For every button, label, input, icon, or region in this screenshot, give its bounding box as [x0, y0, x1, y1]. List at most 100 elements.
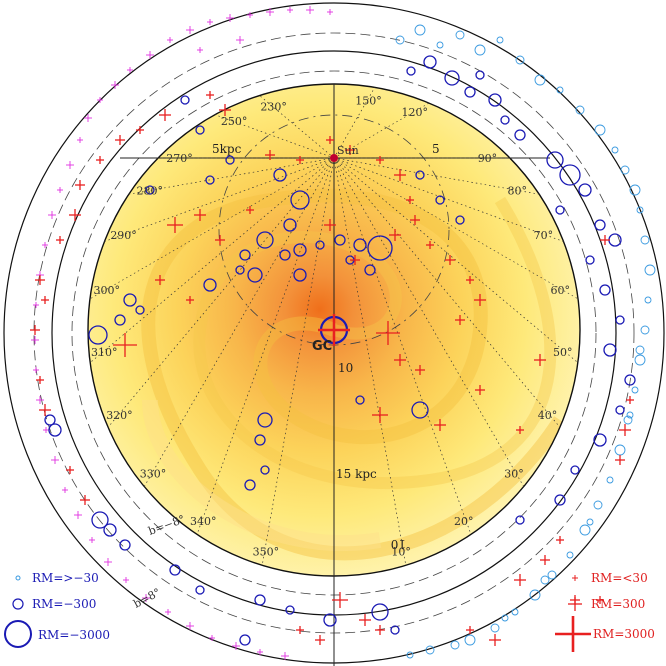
positive-rm-marker — [376, 321, 400, 345]
positive-rm-marker — [246, 206, 254, 214]
negative-rm-marker — [355, 395, 365, 405]
longitude-spoke — [261, 157, 335, 566]
positive-rm-marker — [186, 622, 194, 630]
positive-rm-marker — [89, 537, 95, 543]
positive-rm-marker — [113, 333, 137, 357]
negative-rm-marker — [256, 231, 274, 249]
negative-rm-marker — [615, 315, 625, 325]
positive-rm-marker — [350, 255, 360, 265]
positive-rm-marker — [136, 126, 144, 134]
spiral-arm — [142, 399, 382, 552]
positive-rm-marker — [265, 150, 275, 160]
positive-rm-marker — [406, 196, 414, 204]
negative-rm-marker — [475, 70, 485, 80]
negative-rm-marker — [257, 412, 273, 428]
positive-rm-marker — [475, 385, 485, 395]
longitude-label: 50° — [553, 346, 573, 359]
negative-rm-marker — [594, 219, 606, 231]
positive-rm-marker — [62, 487, 68, 493]
negative-rm-marker — [406, 66, 416, 76]
negative-rm-marker — [254, 594, 266, 606]
negative-rm-marker — [414, 24, 426, 36]
negative-rm-marker — [195, 585, 205, 595]
negative-rm-marker — [515, 55, 525, 65]
longitude-label: 150° — [355, 94, 382, 107]
positive-rm-marker — [324, 219, 336, 231]
positive-rm-marker — [66, 466, 74, 474]
negative-rm-marker — [239, 249, 251, 261]
negative-rm-marker — [511, 608, 519, 616]
positive-rm-marker — [57, 187, 63, 193]
negative-rm-marker — [91, 511, 109, 529]
negative-rm-marker — [371, 603, 389, 621]
positive-rm-marker — [455, 315, 465, 325]
negative-rm-marker — [169, 564, 181, 576]
positive-rm-marker — [287, 7, 293, 13]
longitude-spoke — [214, 114, 335, 159]
negative-rm-marker — [353, 238, 367, 252]
positive-rm-marker — [155, 275, 165, 285]
negative-rm-marker — [254, 434, 266, 446]
longitude-label: 230° — [260, 100, 287, 113]
negative-rm-marker — [585, 255, 595, 265]
negative-rm-marker — [500, 115, 510, 125]
positive-rm-marker — [296, 156, 304, 164]
positive-rm-marker — [31, 336, 39, 344]
negative-rm-marker — [293, 243, 307, 257]
positive-rm-marker — [376, 156, 384, 164]
positive-rm-marker — [42, 242, 48, 248]
legend-neg-small-symbol — [15, 575, 21, 581]
positive-rm-marker — [111, 81, 119, 89]
longitude-label: 320° — [106, 409, 133, 422]
negative-rm-marker — [488, 93, 502, 107]
longitude-spoke — [333, 157, 472, 535]
negative-rm-marker — [455, 215, 465, 225]
positive-rm-marker — [415, 365, 425, 375]
negative-rm-marker — [559, 164, 581, 186]
negative-rm-marker — [474, 44, 486, 56]
longitude-label: 90° — [478, 152, 498, 165]
negative-rm-marker — [315, 240, 325, 250]
negative-rm-marker — [540, 575, 550, 585]
positive-rm-marker — [394, 354, 406, 366]
positive-rm-marker — [426, 241, 434, 249]
legend-neg-big-symbol — [4, 620, 32, 648]
negative-rm-marker — [579, 524, 591, 536]
negative-rm-marker — [593, 500, 603, 510]
positive-rm-marker — [48, 211, 56, 219]
longitude-label: 80° — [508, 185, 528, 198]
negative-rm-marker — [283, 218, 297, 232]
positive-rm-marker — [596, 596, 604, 604]
longitude-label: 40° — [538, 409, 558, 422]
negative-rm-marker — [444, 70, 460, 86]
positive-rm-marker — [207, 19, 213, 25]
negative-rm-marker — [496, 36, 504, 44]
positive-rm-marker — [619, 424, 631, 436]
negative-rm-marker — [205, 175, 215, 185]
negative-rm-marker — [455, 30, 465, 40]
negative-rm-marker — [570, 465, 580, 475]
positive-rm-marker — [115, 135, 125, 145]
negative-rm-marker — [195, 125, 205, 135]
negative-rm-marker — [554, 494, 566, 506]
longitude-spoke — [107, 157, 335, 428]
positive-rm-marker — [197, 47, 203, 53]
longitude-labels: 150° 120° 90° 80° 70° 60° 50° 40° 30° 20° 10° 350° 3… — [91, 94, 572, 558]
negative-rm-marker — [599, 284, 611, 296]
negative-rm-marker — [490, 623, 500, 633]
positive-rm-marker — [514, 574, 526, 586]
positive-rm-marker — [51, 456, 59, 464]
distance-label-5: 5 — [432, 142, 440, 156]
negative-rm-marker — [529, 589, 541, 601]
negative-rm-marker — [556, 86, 564, 94]
legend-pos-small-label: RM=<30 — [591, 571, 648, 585]
negative-rm-marker — [411, 401, 429, 419]
positive-rm-marker — [516, 426, 524, 434]
distance-label-15kpc: 15 kpc — [336, 467, 377, 481]
positive-rm-marker — [247, 12, 253, 18]
longitude-spoke — [333, 157, 540, 195]
positive-rm-marker — [327, 9, 333, 15]
positive-rm-marker — [232, 642, 240, 650]
positive-rm-marker — [236, 36, 244, 44]
positive-rm-marker — [127, 67, 133, 73]
